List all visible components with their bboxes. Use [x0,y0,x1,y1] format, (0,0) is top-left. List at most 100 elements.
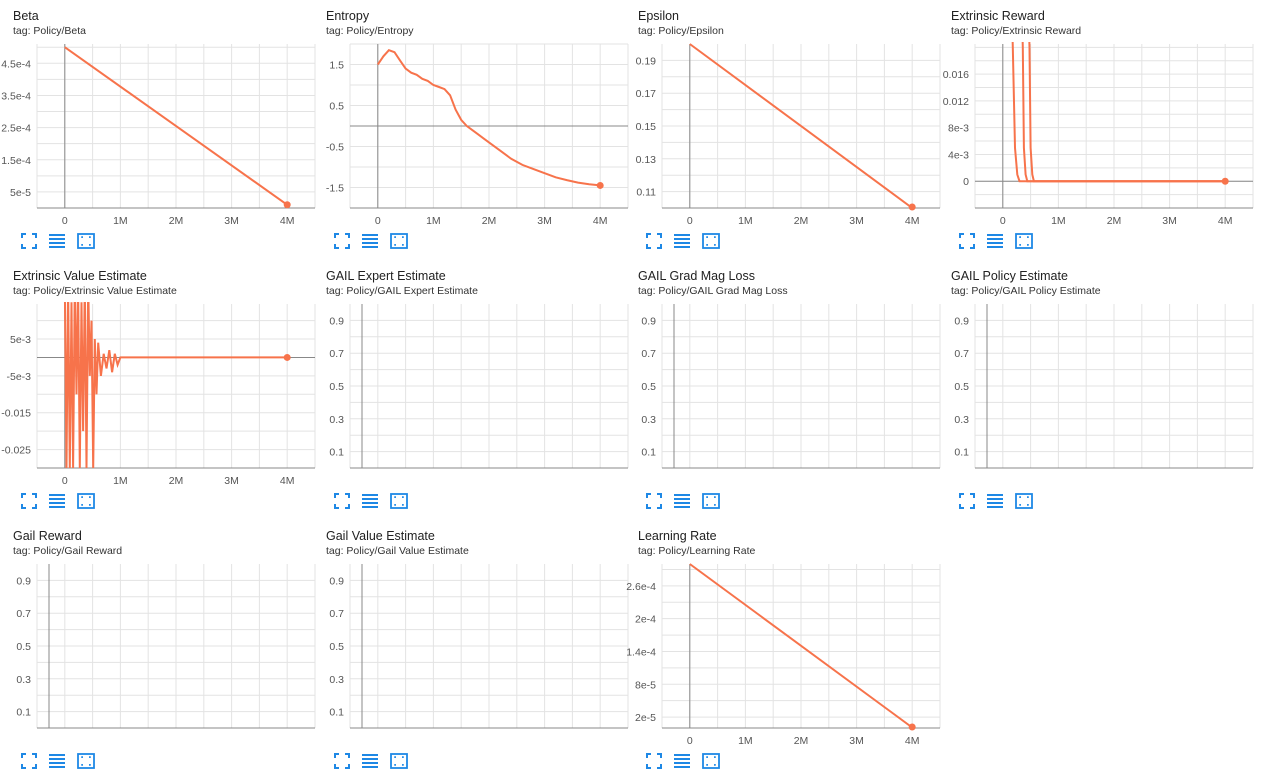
toggle-log-scale-icon[interactable] [986,492,1004,510]
last-point-marker [283,353,291,361]
fullscreen-icon[interactable] [645,232,663,250]
fullscreen-icon[interactable] [20,492,38,510]
chart-tag: tag: Policy/Entropy [326,25,414,37]
chart-tag: tag: Policy/Epsilon [638,25,724,37]
fullscreen-icon[interactable] [958,492,976,510]
fullscreen-icon[interactable] [20,752,38,770]
chart-plot[interactable]: 1.5 0.5 -0.5 -1.5 0 1M 2M 3M 4M [313,38,629,228]
toggle-log-scale-icon[interactable] [48,232,66,250]
chart-plot[interactable]: 5e-5 1.5e-4 2.5e-4 3.5e-4 4.5e-4 0 1M 2M 3M 4M [0,38,316,228]
fit-domain-icon[interactable] [77,232,95,250]
x-tick-label: 4M [280,475,295,487]
y-tick-label: 1.4e-4 [626,646,656,658]
y-tick-label: 0.13 [636,154,657,166]
chart-title: GAIL Expert Estimate [326,269,446,283]
y-tick-label: 8e-5 [635,679,656,691]
fullscreen-icon[interactable] [645,752,663,770]
y-tick-label: 0.1 [641,447,656,459]
chart-card: Extrinsic Value Estimate tag: Policy/Extr… [0,260,316,518]
y-tick-label: 0.3 [329,414,344,426]
fit-domain-icon[interactable] [1015,232,1033,250]
chart-tag: tag: Policy/Learning Rate [638,545,756,557]
y-tick-label: 0.19 [636,55,657,67]
chart-plot[interactable]: 0.9 0.7 0.5 0.3 0.1 [313,558,629,748]
fullscreen-icon[interactable] [20,232,38,250]
fullscreen-icon[interactable] [333,492,351,510]
y-tick-label: 0.5 [641,381,656,393]
y-tick-label: 0.3 [641,414,656,426]
chart-plot[interactable]: 0.9 0.7 0.5 0.3 0.1 [0,558,316,748]
series-line [689,43,913,208]
chart-card: GAIL Expert Estimate tag: Policy/GAIL Exp… [313,260,629,518]
chart-plot[interactable]: 2.6e-4 2e-4 1.4e-4 8e-5 2e-5 0 1M 2M 3M 4M [625,558,941,748]
y-tick-label: 0.5 [329,381,344,393]
y-tick-label: 4.5e-4 [1,58,31,70]
x-tick-label: 2M [794,735,809,747]
fit-domain-icon[interactable] [702,752,720,770]
x-tick-label: 3M [224,475,239,487]
x-tick-label: 0 [375,215,381,227]
fit-domain-icon[interactable] [702,232,720,250]
chart-plot[interactable]: 5e-3 -5e-3 -0.015 -0.025 0 1M 2M 3M 4M [0,298,316,488]
y-tick-label: -0.025 [1,445,31,457]
toggle-log-scale-icon[interactable] [673,232,691,250]
fit-domain-icon[interactable] [77,752,95,770]
fit-domain-icon[interactable] [390,232,408,250]
fit-domain-icon[interactable] [1015,492,1033,510]
y-tick-label: 0.1 [954,447,969,459]
series-line [64,46,288,206]
toggle-log-scale-icon[interactable] [361,232,379,250]
y-tick-label: -1.5 [326,183,344,195]
y-tick-label: 0.7 [954,348,969,360]
toggle-log-scale-icon[interactable] [673,752,691,770]
chart-card: Learning Rate tag: Policy/Learning Rate 2.… [625,520,941,778]
y-tick-label: 1.5e-4 [1,155,31,167]
chart-tag: tag: Policy/GAIL Policy Estimate [951,285,1101,297]
y-tick-label: 0.9 [16,575,31,587]
x-tick-label: 4M [905,735,920,747]
chart-title: Gail Reward [13,529,82,543]
fit-domain-icon[interactable] [702,492,720,510]
y-tick-label: 0.7 [641,348,656,360]
x-tick-label: 3M [537,215,552,227]
chart-tag: tag: Policy/GAIL Grad Mag Loss [638,285,788,297]
x-tick-label: 3M [849,735,864,747]
fullscreen-icon[interactable] [958,232,976,250]
fit-domain-icon[interactable] [77,492,95,510]
fit-domain-icon[interactable] [390,492,408,510]
toggle-log-scale-icon[interactable] [673,492,691,510]
x-tick-label: 0 [62,215,68,227]
chart-title: Gail Value Estimate [326,529,435,543]
chart-card: Epsilon tag: Policy/Epsilon 0.19 0.17 0.15 0.… [625,0,941,258]
chart-plot[interactable]: 0.9 0.7 0.5 0.3 0.1 [938,298,1254,488]
last-point-marker [596,181,604,189]
series-line [376,49,601,187]
y-tick-label: 2.5e-4 [1,123,31,135]
y-tick-label: 3.5e-4 [1,90,31,102]
fit-domain-icon[interactable] [390,752,408,770]
toggle-log-scale-icon[interactable] [48,492,66,510]
chart-card: Beta tag: Policy/Beta 5e-5 1.5e-4 2.5e-4 3.5e… [0,0,316,258]
fullscreen-icon[interactable] [333,752,351,770]
chart-tag: tag: Policy/Extrinsic Value Estimate [13,285,177,297]
y-tick-label: 0.1 [329,707,344,719]
fullscreen-icon[interactable] [645,492,663,510]
fullscreen-icon[interactable] [333,232,351,250]
toggle-log-scale-icon[interactable] [986,232,1004,250]
y-tick-label: 0.15 [636,121,657,133]
x-tick-label: 4M [280,215,295,227]
y-tick-label: 0.9 [641,315,656,327]
chart-plot[interactable]: 0.9 0.7 0.5 0.3 0.1 [313,298,629,488]
toggle-log-scale-icon[interactable] [48,752,66,770]
chart-plot[interactable]: 0.016 0.012 8e-3 4e-3 0 0 1M 2M 3M 4M [938,38,1254,228]
y-tick-label: -0.5 [326,142,344,154]
toggle-log-scale-icon[interactable] [361,492,379,510]
chart-plot[interactable]: 0.9 0.7 0.5 0.3 0.1 [625,298,941,488]
chart-plot[interactable]: 0.19 0.17 0.15 0.13 0.11 0 1M 2M 3M 4M [625,38,941,228]
y-tick-label: 0.7 [329,348,344,360]
toggle-log-scale-icon[interactable] [361,752,379,770]
y-tick-label: 0.11 [636,187,656,199]
x-tick-label: 0 [687,735,693,747]
chart-tag: tag: Policy/Extrinsic Reward [951,25,1082,37]
chart-title: Epsilon [638,9,679,23]
